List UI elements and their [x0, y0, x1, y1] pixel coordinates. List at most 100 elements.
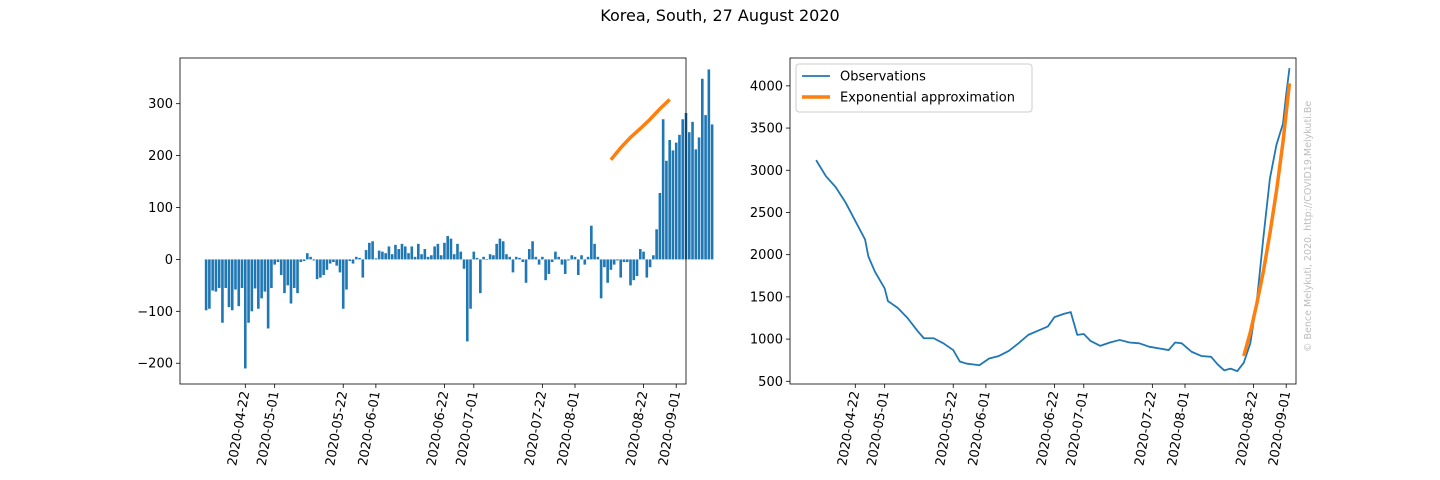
bar — [482, 256, 485, 260]
left-x-tick-label: 2020-09-01 — [656, 390, 684, 467]
bar — [443, 242, 446, 260]
bar — [599, 259, 603, 299]
bar — [394, 244, 397, 260]
bar — [273, 259, 276, 265]
bar — [384, 253, 387, 260]
bar — [479, 259, 482, 294]
bar — [374, 258, 378, 260]
bar — [570, 255, 574, 260]
bar — [224, 259, 228, 288]
bar — [276, 259, 280, 263]
bar — [459, 251, 463, 260]
left-y-tick-label: 200 — [148, 149, 173, 164]
bar — [270, 259, 273, 288]
bar — [439, 255, 443, 260]
bar — [505, 254, 508, 260]
bar — [260, 259, 263, 299]
bar — [296, 259, 299, 294]
right-x-tick-label: 2020-06-01 — [966, 390, 994, 467]
bar — [263, 259, 267, 292]
bar — [315, 259, 319, 280]
bar — [632, 259, 636, 281]
right-axes-frame — [789, 57, 1297, 385]
bar — [475, 257, 479, 260]
bar — [328, 259, 332, 264]
left-x-tick-label: 2020-08-01 — [555, 390, 583, 467]
bar — [694, 149, 698, 260]
right-x-tick-label: 2020-06-22 — [1034, 390, 1062, 467]
bar — [361, 259, 365, 278]
bar — [234, 259, 237, 290]
left-x-tick-label: 2020-08-22 — [624, 390, 652, 467]
bar — [642, 251, 645, 260]
bar — [655, 229, 658, 260]
legend-entry-label: Exponential approximation — [840, 91, 1015, 106]
bar — [250, 259, 254, 312]
bar — [292, 259, 296, 288]
bar — [257, 259, 260, 309]
left-x-tick-label: 2020-05-22 — [323, 390, 351, 467]
bar — [691, 121, 694, 260]
bar — [322, 259, 325, 275]
bar — [557, 256, 560, 260]
bar — [204, 259, 208, 311]
bar — [306, 253, 309, 260]
bar — [452, 254, 456, 260]
bar — [554, 251, 557, 260]
bar — [436, 243, 440, 260]
left-y-tick-label: −100 — [137, 305, 173, 320]
bar — [547, 259, 551, 274]
left-x-tick-label: 2020-06-22 — [424, 390, 452, 467]
left-exponential-fit-line — [609, 98, 671, 161]
bar — [345, 259, 348, 290]
bar — [377, 250, 381, 260]
bar — [567, 259, 570, 261]
bar — [397, 249, 401, 260]
bar — [661, 119, 665, 260]
watermark: © Bence Melykuti, 2020. http://COVID19.M… — [1303, 101, 1314, 352]
bar — [319, 259, 322, 278]
right-y-tick-label: 2000 — [750, 248, 783, 263]
bar — [230, 259, 234, 311]
bar — [426, 256, 430, 260]
bar — [501, 241, 505, 260]
bar — [635, 259, 639, 277]
exponential-approximation-line — [1242, 83, 1292, 357]
bar — [472, 251, 476, 260]
right-x-tick-label: 2020-07-22 — [1132, 390, 1160, 467]
left-x-tick-label: 2020-04-22 — [225, 390, 253, 467]
bar — [407, 253, 410, 260]
left-axes-frame — [179, 57, 687, 385]
bar — [430, 255, 433, 260]
bar — [665, 160, 668, 260]
bar — [518, 257, 521, 260]
bar — [674, 142, 678, 260]
legend-entry-label: Observations — [840, 70, 926, 85]
bar — [410, 246, 414, 260]
bar — [348, 259, 352, 261]
bar — [208, 259, 211, 309]
bar — [332, 259, 335, 263]
right-x-tick-label: 2020-04-22 — [835, 390, 863, 467]
bar — [678, 134, 681, 260]
bar — [560, 259, 564, 265]
observations-line — [815, 68, 1291, 373]
left-y-tick-label: 0 — [165, 253, 173, 268]
bar — [576, 259, 580, 275]
bar — [625, 259, 629, 263]
bar — [283, 259, 286, 294]
bar — [645, 259, 649, 278]
left-bar-chart: 2020-04-22 2020-05-01 2020-05-22 2020-06-01… — [137, 57, 714, 467]
bar — [687, 132, 691, 260]
bar — [446, 236, 449, 260]
left-x-tick-label: 2020-07-22 — [522, 390, 550, 467]
bar — [563, 259, 567, 274]
bar — [420, 254, 423, 260]
right-y-tick-label: 1000 — [750, 333, 783, 348]
bar — [485, 259, 489, 261]
right-y-tick-label: 2500 — [750, 206, 783, 221]
legend: Observations Exponential approximation — [795, 63, 1033, 113]
bar — [648, 259, 652, 268]
bar — [368, 242, 371, 260]
